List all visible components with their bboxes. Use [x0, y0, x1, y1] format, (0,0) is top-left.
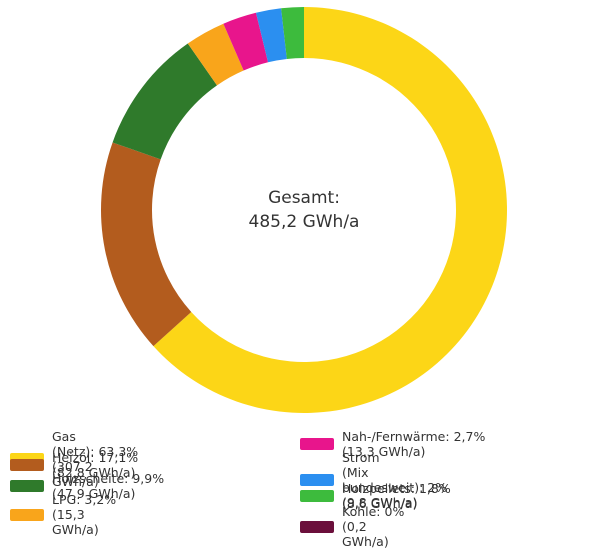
legend-label: Holzpellets: — [342, 481, 415, 496]
donut-segment — [223, 12, 269, 71]
chart: Gesamt: 485,2 GWh/a — [100, 7, 508, 414]
donut-segment — [255, 8, 287, 63]
legend-item: Strom (Mix bundesweit): 2% (9,8 GWh/a) — [300, 450, 447, 510]
legend-label: Strom (Mix bundesweit): — [342, 450, 424, 495]
legend-item: Holzpellets: 1,8% (8,6 GWh/a) — [300, 481, 451, 511]
legend-item: Kohle: 0% (0,2 GWh/a) — [300, 504, 404, 549]
legend-label: Kohle: — [342, 504, 381, 519]
legend-swatch — [300, 490, 334, 502]
legend-text: Strom (Mix bundesweit): 2% (9,8 GWh/a) — [342, 450, 447, 510]
legend-item: Nah-/Fernwärme: 2,7% (13,3 GWh/a) — [300, 429, 485, 459]
legend-text: Holzpellets: 1,8% (8,6 GWh/a) — [342, 481, 451, 511]
legend-value: 17,1% (82,8 GWh/a) — [52, 450, 139, 480]
legend-value: 1,8% (8,6 GWh/a) — [342, 481, 451, 511]
legend-text: Gas (Netz): 63,3% (307,2 GWh/a) — [52, 429, 138, 489]
legend-item: Holzscheite: 9,9% (47,9 GWh/a) — [10, 471, 164, 501]
legend-swatch — [10, 480, 44, 492]
legend-item: Heizöl: 17,1% (82,8 GWh/a) — [10, 450, 138, 480]
legend-value: 9,9% (47,9 GWh/a) — [52, 471, 165, 501]
legend-swatch — [300, 520, 334, 533]
legend-text: Holzscheite: 9,9% (47,9 GWh/a) — [52, 471, 164, 501]
legend-value: 63,3% (307,2 GWh/a) — [52, 444, 139, 489]
legend-item: LPG: 3,2% (15,3 GWh/a) — [10, 492, 116, 537]
donut-segment — [100, 142, 192, 347]
legend-swatch — [300, 474, 334, 486]
donut-segment — [281, 7, 304, 59]
legend-value: 2% (9,8 GWh/a) — [342, 480, 448, 510]
legend-label: LPG: — [52, 492, 81, 507]
legend-swatch — [10, 508, 44, 521]
center-label: Gesamt: — [268, 188, 340, 208]
center-label: 485,2 GWh/a — [249, 212, 360, 232]
donut-segment — [112, 43, 217, 160]
donut-segment — [187, 23, 244, 86]
legend-swatch — [300, 438, 334, 450]
legend-text: LPG: 3,2% (15,3 GWh/a) — [52, 492, 116, 537]
legend-value: 2,7% (13,3 GWh/a) — [342, 429, 486, 459]
donut-segment — [153, 7, 508, 414]
legend-text: Kohle: 0% (0,2 GWh/a) — [342, 504, 404, 549]
legend-swatch — [10, 459, 44, 471]
legend-label: Holzscheite: — [52, 471, 129, 486]
legend-label: Heizöl: — [52, 450, 95, 465]
legend-item: Gas (Netz): 63,3% (307,2 GWh/a) — [10, 429, 138, 489]
legend-label: Gas (Netz): — [52, 429, 95, 459]
legend-text: Nah-/Fernwärme: 2,7% (13,3 GWh/a) — [342, 429, 485, 459]
legend-text: Heizöl: 17,1% (82,8 GWh/a) — [52, 450, 138, 480]
legend-label: Nah-/Fernwärme: — [342, 429, 450, 444]
page: Gesamt: 485,2 GWh/a Gas (Netz): 63,3% (30… — [10, 7, 508, 549]
